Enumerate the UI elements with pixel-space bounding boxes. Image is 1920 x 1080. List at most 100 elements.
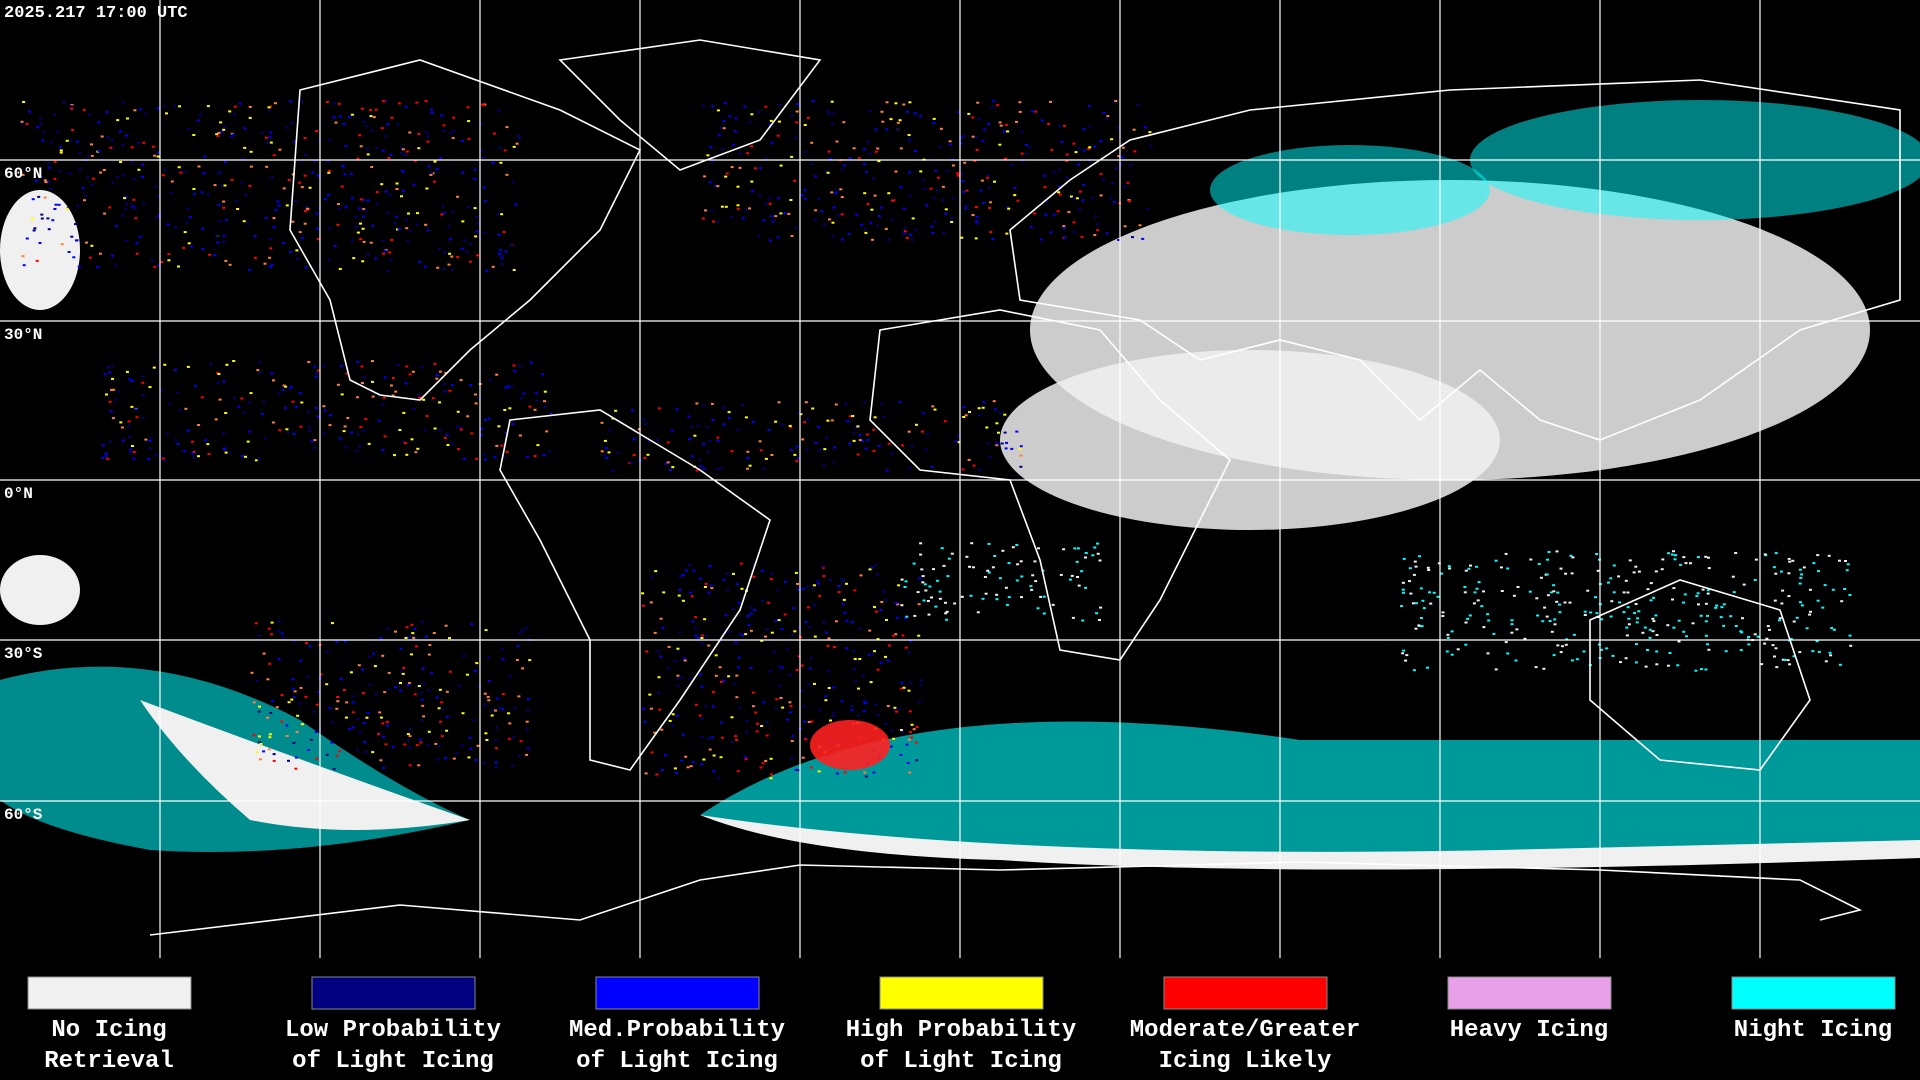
speckle xyxy=(825,631,828,634)
speckle xyxy=(734,735,737,738)
speckle xyxy=(276,200,280,203)
speckle xyxy=(1815,640,1819,643)
speckle xyxy=(1545,615,1549,618)
speckle xyxy=(128,378,132,381)
speckle xyxy=(700,717,703,720)
speckle xyxy=(1419,617,1423,619)
speckle xyxy=(437,247,441,250)
speckle xyxy=(383,435,387,438)
speckle xyxy=(737,656,741,659)
speckle xyxy=(420,698,424,701)
speckle xyxy=(841,238,845,241)
speckle xyxy=(108,440,112,443)
speckle xyxy=(1747,643,1751,646)
speckle xyxy=(869,221,873,224)
speckle xyxy=(377,731,381,734)
speckle xyxy=(837,585,841,588)
speckle xyxy=(1091,554,1095,557)
speckle xyxy=(361,382,364,384)
speckle xyxy=(1734,625,1738,627)
speckle xyxy=(975,220,979,223)
speckle xyxy=(769,578,773,581)
speckle xyxy=(962,406,966,409)
speckle xyxy=(282,384,286,387)
speckle xyxy=(1704,668,1708,671)
speckle xyxy=(1506,652,1510,655)
speckle xyxy=(422,398,426,401)
speckle xyxy=(182,246,186,249)
speckle xyxy=(461,171,465,174)
speckle xyxy=(1450,653,1454,656)
speckle xyxy=(335,640,339,643)
speckle xyxy=(114,224,118,227)
speckle xyxy=(270,621,274,624)
speckle xyxy=(119,161,123,163)
speckle xyxy=(422,715,426,718)
speckle xyxy=(976,611,980,614)
speckle xyxy=(998,577,1002,580)
speckle xyxy=(163,363,167,366)
speckle xyxy=(336,700,340,703)
speckle xyxy=(100,135,104,138)
speckle xyxy=(265,141,269,144)
speckle xyxy=(308,186,312,189)
speckle xyxy=(291,220,295,223)
speckle xyxy=(1013,187,1017,190)
speckle xyxy=(38,117,42,120)
speckle xyxy=(905,615,909,618)
speckle xyxy=(703,586,707,588)
speckle xyxy=(75,140,79,143)
speckle xyxy=(127,425,131,427)
speckle xyxy=(311,171,315,174)
speckle xyxy=(269,247,273,250)
speckle xyxy=(727,417,731,419)
speckle xyxy=(415,223,419,226)
speckle xyxy=(484,629,488,632)
speckle xyxy=(1414,565,1418,568)
speckle xyxy=(1039,238,1043,241)
speckle xyxy=(482,186,486,189)
speckle xyxy=(656,650,660,653)
speckle xyxy=(441,205,445,208)
speckle xyxy=(258,758,262,761)
speckle xyxy=(880,110,884,113)
speckle xyxy=(705,426,709,429)
speckle xyxy=(1476,599,1480,602)
speckle xyxy=(1468,614,1472,617)
speckle xyxy=(693,434,697,437)
speckle xyxy=(401,440,405,443)
speckle xyxy=(906,762,910,764)
speckle xyxy=(1056,210,1060,213)
speckle xyxy=(65,207,69,210)
speckle xyxy=(1043,186,1047,189)
speckle xyxy=(365,125,369,127)
speckle xyxy=(649,601,653,604)
speckle xyxy=(360,365,364,368)
speckle xyxy=(857,687,860,690)
speckle xyxy=(137,236,141,239)
speckle xyxy=(417,764,421,767)
speckle xyxy=(891,634,895,637)
speckle xyxy=(825,437,828,440)
speckle xyxy=(328,707,332,710)
speckle xyxy=(275,706,279,709)
speckle xyxy=(68,172,72,175)
speckle xyxy=(725,172,729,175)
speckle xyxy=(372,116,376,119)
speckle xyxy=(305,642,308,645)
speckle xyxy=(830,191,834,194)
speckle xyxy=(132,198,136,201)
speckle xyxy=(1627,617,1631,620)
speckle xyxy=(204,439,208,442)
speckle xyxy=(487,656,491,659)
speckle xyxy=(148,439,152,442)
speckle xyxy=(739,152,742,155)
speckle xyxy=(894,633,898,636)
speckle xyxy=(704,635,708,637)
speckle xyxy=(512,269,516,271)
speckle xyxy=(1401,588,1405,591)
speckle xyxy=(1622,591,1626,594)
speckle xyxy=(814,175,818,178)
speckle xyxy=(1088,125,1091,128)
speckle xyxy=(1426,666,1429,669)
